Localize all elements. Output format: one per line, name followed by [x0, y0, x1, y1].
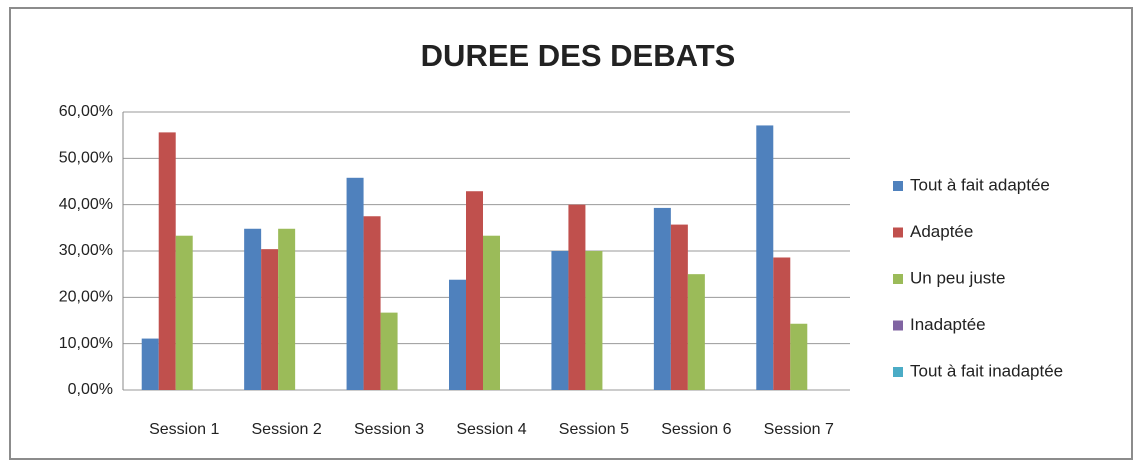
bar — [380, 312, 398, 390]
y-tick-label: 60,00% — [59, 103, 113, 120]
bar — [158, 132, 176, 391]
bar — [346, 177, 364, 390]
legend-label: Un peu juste — [910, 268, 1005, 287]
bar — [363, 216, 381, 390]
y-tick-label: 40,00% — [59, 196, 113, 213]
bar — [551, 251, 569, 390]
bar — [466, 191, 483, 390]
x-tick-label: Session 1 — [149, 421, 219, 438]
bar — [687, 274, 705, 390]
chart-title: DUREE DES DEBATS — [421, 38, 736, 73]
x-tick-label: Session 2 — [252, 421, 322, 438]
legend-label: Tout à fait inadaptée — [910, 361, 1063, 380]
bar — [790, 323, 808, 390]
bar — [568, 204, 586, 390]
legend-swatch — [893, 227, 903, 238]
legend-swatch — [893, 181, 903, 191]
x-tick-label: Session 6 — [661, 421, 731, 438]
legend-swatch — [893, 274, 903, 284]
y-tick-label: 10,00% — [59, 335, 113, 352]
bar — [773, 257, 791, 390]
bar — [756, 125, 774, 390]
bar — [670, 224, 688, 390]
y-tick-label: 20,00% — [59, 289, 113, 306]
legend-label: Adaptée — [910, 222, 973, 241]
bar — [585, 251, 603, 390]
x-tick-label: Session 4 — [456, 421, 526, 438]
legend-label: Tout à fait adaptée — [910, 175, 1050, 194]
bar — [449, 279, 466, 390]
bar — [141, 338, 159, 390]
legend-swatch — [893, 320, 903, 331]
y-tick-label: 50,00% — [59, 150, 113, 167]
bar — [261, 249, 279, 390]
bar — [244, 228, 262, 390]
bar — [278, 228, 296, 390]
bar — [175, 235, 193, 390]
legend-label: Inadaptée — [910, 315, 986, 334]
x-tick-label: Session 3 — [354, 421, 424, 438]
x-tick-label: Session 5 — [559, 421, 629, 438]
x-tick-label: Session 7 — [764, 421, 834, 438]
bar — [653, 207, 671, 390]
y-tick-label: 30,00% — [59, 242, 113, 259]
bar — [483, 235, 500, 390]
legend-swatch — [893, 367, 903, 377]
y-tick-label: 0,00% — [68, 381, 113, 398]
